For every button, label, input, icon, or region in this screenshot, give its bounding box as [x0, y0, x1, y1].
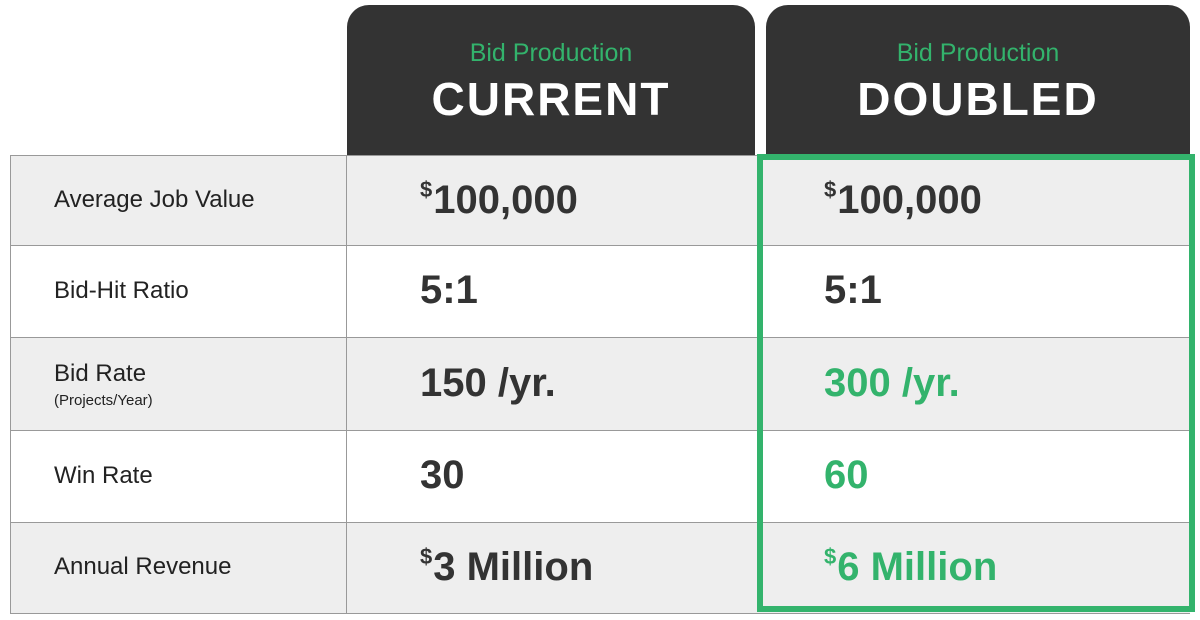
- column-subtitle: Bid Production: [896, 39, 1060, 67]
- table-row: Average Job Value $100,000 $100,000: [10, 155, 1190, 246]
- cell-value: 300 /yr.: [824, 360, 960, 405]
- row-label: Annual Revenue: [54, 553, 232, 580]
- table-cell: 150 /yr.: [420, 361, 556, 406]
- table-cell: $100,000: [420, 177, 578, 223]
- cell-value: 100,000: [433, 178, 578, 222]
- cell-value: 5:1: [420, 268, 478, 312]
- row-sublabel: (Projects/Year): [54, 392, 153, 409]
- cell-value: 100,000: [837, 178, 982, 222]
- cell-value: 5:1: [824, 268, 882, 312]
- divider: [346, 155, 347, 613]
- currency-symbol: $: [420, 544, 433, 569]
- table-cell: 5:1: [420, 268, 478, 313]
- table-row: Bid Rate (Projects/Year) 150 /yr. 300 /yr.: [10, 337, 1190, 431]
- column-title: DOUBLED: [857, 73, 1099, 125]
- table-cell: $3 Million: [420, 544, 593, 590]
- cell-value: 6 Million: [837, 545, 998, 589]
- table-cell: 60: [824, 453, 869, 498]
- table-row: Annual Revenue $3 Million $6 Million: [10, 522, 1190, 614]
- table-row: Win Rate 30 60: [10, 430, 1190, 523]
- currency-symbol: $: [420, 177, 433, 202]
- column-title: CURRENT: [431, 73, 671, 125]
- column-header: Bid Production DOUBLED: [766, 5, 1190, 155]
- table-cell: 5:1: [824, 268, 882, 313]
- currency-symbol: $: [824, 177, 837, 202]
- highlight-frame: [757, 154, 1195, 612]
- column-subtitle: Bid Production: [469, 39, 633, 67]
- table-row: Bid-Hit Ratio 5:1 5:1: [10, 245, 1190, 338]
- cell-value: 60: [824, 453, 869, 497]
- cell-value: 3 Million: [433, 545, 594, 589]
- row-label: Average Job Value: [54, 186, 255, 213]
- currency-symbol: $: [824, 544, 837, 569]
- table-cell: 30: [420, 453, 465, 498]
- table-cell: $100,000: [824, 177, 982, 223]
- cell-value: 30: [420, 453, 465, 497]
- table-cell: 300 /yr.: [824, 361, 960, 406]
- row-label: Bid Rate: [54, 360, 147, 387]
- row-label: Win Rate: [54, 462, 153, 489]
- table-cell: $6 Million: [824, 544, 997, 590]
- divider: [10, 155, 11, 613]
- column-header: Bid Production CURRENT: [347, 5, 755, 155]
- row-label: Bid-Hit Ratio: [54, 277, 189, 304]
- cell-value: 150 /yr.: [420, 360, 556, 405]
